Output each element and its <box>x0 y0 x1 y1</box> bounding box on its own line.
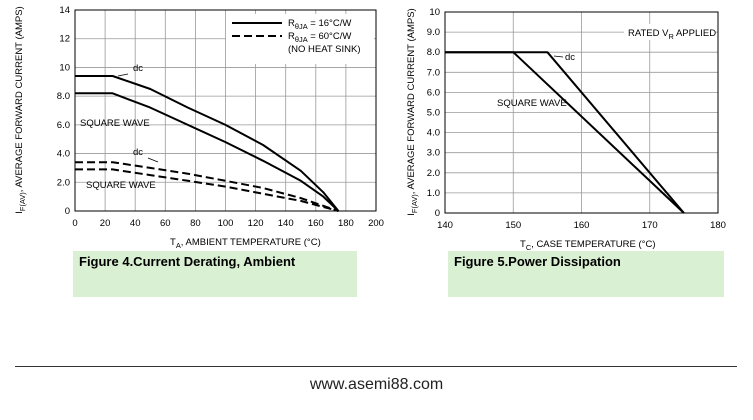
x-tick-label: 170 <box>642 220 658 231</box>
y-tick-label: 8.0 <box>57 91 70 102</box>
x-axis-label: TC, CASE TEMPERATURE (°C) <box>520 239 656 252</box>
current-derating-chart: 0 20 40 60 80 100 120 140 160 180 200 0 2.0 4.0 6.0 8.0… <box>14 5 384 250</box>
annotation-background <box>624 24 716 40</box>
legend-label: RθJA = 16°C/W <box>288 18 351 31</box>
series-line-1 <box>75 92 340 212</box>
y-tick-label: 9.0 <box>427 27 440 38</box>
x-tick-label: 40 <box>130 218 141 229</box>
y-tick-label: 0 <box>65 206 70 217</box>
series-label-square-dashed: SQUARE WAVE <box>86 180 156 191</box>
power-dissipation-chart: 140 150 160 170 180 0 1.0 2.0 3.0 4.0 5.0 6.0 7.0 8.0… <box>406 7 726 252</box>
series-line-1 <box>445 51 685 214</box>
x-tick-label: 100 <box>218 218 234 229</box>
series-label-dc-solid: dc <box>133 63 143 74</box>
x-tick-label: 180 <box>338 218 354 229</box>
y-axis-label: IF(AV), AVERAGE FORWARD CURRENT (AMPS) <box>406 8 419 215</box>
footer-website: www.asemi88.com <box>309 376 444 393</box>
leader-line <box>147 157 159 163</box>
x-tick-label: 200 <box>368 218 384 229</box>
leader-line <box>117 73 129 77</box>
x-tick-label: 120 <box>248 218 264 229</box>
footer-divider <box>15 366 737 367</box>
figure-5-caption-box: Figure 5.Power Dissipation <box>448 251 724 297</box>
y-tick-label: 1.0 <box>427 188 440 199</box>
y-tick-label: 7.0 <box>427 67 440 78</box>
legend-label: (NO HEAT SINK) <box>288 44 361 55</box>
y-tick-label: 0 <box>435 208 440 219</box>
x-tick-label: 60 <box>160 218 171 229</box>
series-label-square-solid: SQUARE WAVE <box>80 118 150 129</box>
figure-4-caption-box: Figure 4.Current Derating, Ambient <box>73 251 357 297</box>
x-tick-label: 20 <box>100 218 111 229</box>
y-tick-label: 10 <box>429 7 440 18</box>
figure-4-caption: Figure 4.Current Derating, Ambient <box>79 254 296 269</box>
y-tick-label: 8.0 <box>427 47 440 58</box>
series-line-3 <box>75 168 339 212</box>
y-tick-label: 4.0 <box>427 128 440 139</box>
series-line-2 <box>75 161 339 212</box>
x-tick-label: 80 <box>190 218 201 229</box>
plot-frame <box>444 11 719 214</box>
leader-line <box>553 55 564 58</box>
x-tick-label: 0 <box>72 218 77 229</box>
x-axis-label: TA, AMBIENT TEMPERATURE (°C) <box>170 237 321 250</box>
legend-label: RθJA = 60°C/W <box>288 31 351 44</box>
x-tick-label: 140 <box>278 218 294 229</box>
y-tick-label: 4.0 <box>57 149 70 160</box>
x-tick-label: 160 <box>574 220 590 231</box>
series-line-0 <box>75 75 340 212</box>
y-tick-label: 6.0 <box>427 87 440 98</box>
y-tick-label: 3.0 <box>427 148 440 159</box>
y-tick-label: 5.0 <box>427 108 440 119</box>
y-tick-label: 12 <box>59 34 70 45</box>
figure-5-caption: Figure 5.Power Dissipation <box>454 254 621 269</box>
rated-vr-annotation: RATED VR APPLIED <box>628 28 716 41</box>
y-tick-label: 6.0 <box>57 120 70 131</box>
y-axis-label: IF(AV), AVERAGE FORWARD CURRENT (AMPS) <box>14 6 27 213</box>
x-tick-label: 180 <box>710 220 726 231</box>
series-label-dc: dc <box>565 52 575 63</box>
plot-frame <box>74 9 377 212</box>
x-tick-label: 140 <box>437 220 453 231</box>
x-tick-label: 160 <box>308 218 324 229</box>
y-tick-label: 2.0 <box>57 177 70 188</box>
y-tick-label: 10 <box>59 62 70 73</box>
y-tick-label: 14 <box>59 5 70 16</box>
y-tick-label: 2.0 <box>427 168 440 179</box>
series-label-dc-dashed: dc <box>133 147 143 158</box>
series-label-square: SQUARE WAVE <box>497 98 567 109</box>
x-tick-label: 150 <box>505 220 521 231</box>
